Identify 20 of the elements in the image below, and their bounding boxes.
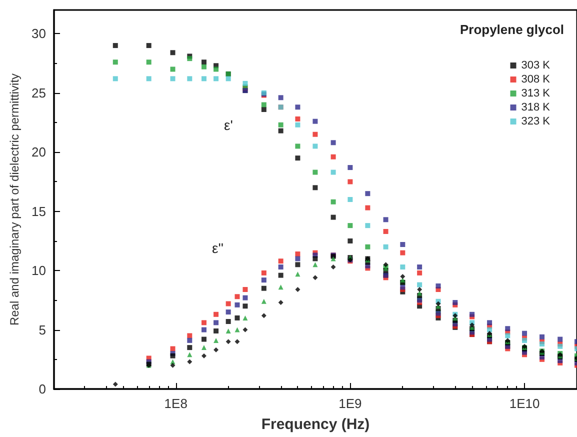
y-axis-title: Real and imaginary part of dielectric permittivity bbox=[8, 73, 22, 326]
legend-label: 303 K bbox=[521, 60, 551, 72]
legend-label: 308 K bbox=[521, 74, 551, 86]
legend-label: 323 K bbox=[521, 116, 551, 128]
x-tick-label: 1E9 bbox=[338, 396, 362, 411]
y-tick-label: 0 bbox=[38, 382, 46, 396]
y-tick-label: 10 bbox=[32, 263, 46, 278]
y-tick-label: 30 bbox=[32, 26, 46, 42]
y-tick-label: 25 bbox=[32, 85, 46, 100]
legend-label: 318 K bbox=[521, 102, 551, 114]
x-axis-title: Frequency (Hz) bbox=[261, 416, 370, 433]
annotation: ε' bbox=[224, 117, 233, 133]
y-tick-label: 15 bbox=[32, 204, 46, 219]
annotation: ε'' bbox=[212, 240, 224, 256]
y-tick-label: 5 bbox=[38, 322, 46, 338]
x-tick-label: 1E10 bbox=[509, 396, 540, 411]
y-tick-label: 20 bbox=[32, 144, 46, 160]
legend-title: Propylene glycol bbox=[460, 22, 564, 37]
legend-label: 313 K bbox=[521, 88, 551, 100]
x-tick-label: 1E8 bbox=[164, 396, 188, 411]
